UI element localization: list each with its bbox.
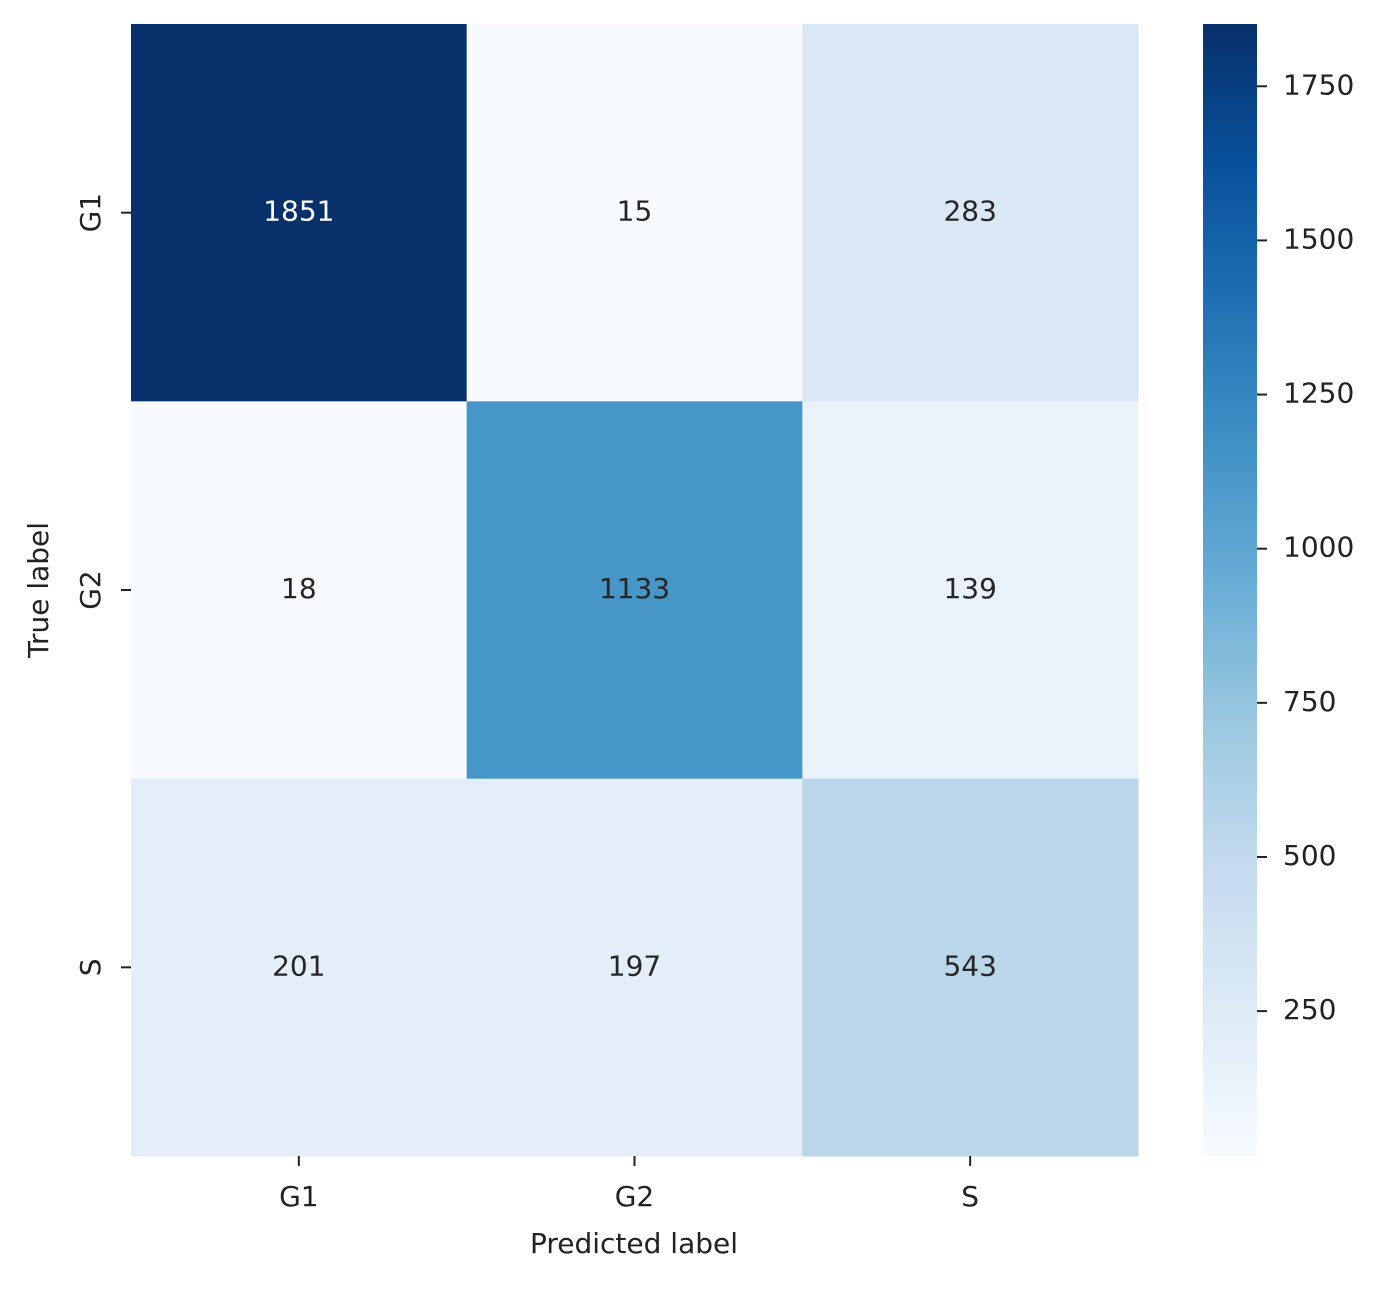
y-tick-label: G2 [74, 570, 107, 610]
cell-label: 1133 [599, 572, 670, 605]
y-tick-label: G1 [74, 193, 107, 233]
cell-label: 197 [608, 949, 661, 982]
colorbar [1203, 24, 1257, 1156]
cell-label: 1851 [263, 195, 334, 228]
colorbar-tick-label: 250 [1283, 993, 1336, 1026]
cell-label: 201 [272, 949, 325, 982]
heatmap-cell [466, 401, 803, 780]
x-tick-label: S [961, 1180, 979, 1213]
x-axis-label: Predicted label [530, 1227, 738, 1260]
colorbar-tick-label: 750 [1283, 685, 1336, 718]
heatmap-cell [802, 24, 1139, 402]
colorbar-tick-label: 500 [1283, 839, 1336, 872]
y-axis-label: True label [22, 522, 55, 659]
cell-label: 139 [943, 572, 996, 605]
heatmap-cell [802, 778, 1139, 1157]
cell-label: 543 [943, 949, 996, 982]
x-tick-label: G1 [279, 1180, 319, 1213]
y-tick-label: S [74, 958, 107, 976]
colorbar-tick-label: 1500 [1283, 222, 1354, 255]
heatmap-cell [131, 24, 468, 402]
x-tick-label: G2 [615, 1180, 655, 1213]
colorbar-tick-label: 1250 [1283, 377, 1354, 410]
colorbar-tick-label: 1750 [1283, 68, 1354, 101]
heatmap-cell [131, 778, 468, 1157]
heatmap-cell [802, 401, 1139, 780]
heatmap-cell [131, 401, 468, 780]
cell-label: 18 [281, 572, 317, 605]
cell-label: 15 [617, 195, 653, 228]
colorbar-tick-label: 1000 [1283, 531, 1354, 564]
heatmap-cell [466, 778, 803, 1157]
cell-label: 283 [943, 195, 996, 228]
heatmap-cell [466, 24, 803, 402]
